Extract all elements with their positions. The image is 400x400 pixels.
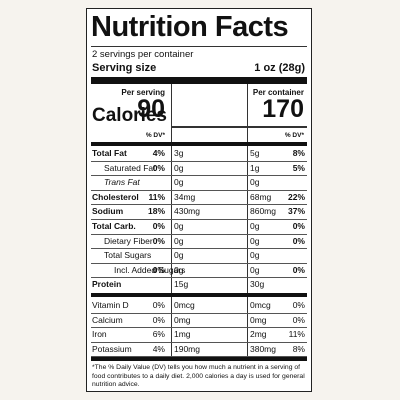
- daily-value: 22%: [287, 191, 305, 202]
- dv-header: % DV*: [145, 132, 165, 139]
- daily-value: 11%: [148, 191, 165, 202]
- daily-value: 0%: [152, 264, 165, 275]
- nutrient-name: Total Carb.: [92, 221, 136, 231]
- daily-value: 0%: [152, 314, 165, 325]
- amount: 0mg: [174, 314, 191, 325]
- nutrient-name: Iron: [92, 329, 107, 340]
- nutrition-label: Nutrition Facts 2 servings per container…: [86, 8, 312, 392]
- amount: 0g: [250, 250, 260, 261]
- daily-value: 8%: [292, 343, 305, 354]
- daily-value: 0%: [152, 162, 165, 173]
- amount: 68mg: [250, 191, 272, 202]
- amount: 5g: [250, 148, 260, 158]
- daily-value: 11%: [288, 329, 305, 340]
- nutrient-row: Vitamin D 0mcg 0% 0mcg 0%: [91, 298, 307, 314]
- amount: 0g: [174, 264, 184, 275]
- daily-value: 0%: [152, 221, 165, 231]
- amount: 0g: [250, 235, 260, 246]
- amount: 0g: [250, 264, 260, 275]
- nutrient-name: Incl. Added Sugars: [114, 264, 186, 275]
- daily-value: 18%: [147, 206, 165, 217]
- servings: 2 servings per container: [92, 49, 194, 60]
- nutrient-name: Total Fat: [92, 148, 127, 158]
- amount: 0g: [174, 235, 184, 246]
- amount: 0g: [250, 221, 260, 231]
- amount: 2mg: [250, 329, 267, 340]
- daily-value: 6%: [152, 329, 165, 340]
- daily-value: 37%: [287, 206, 305, 217]
- amount: 0mg: [250, 314, 267, 325]
- serving-size-value: 1 oz (28g): [254, 62, 305, 74]
- amount: 0g: [174, 162, 184, 173]
- calories-label: Calories: [92, 105, 167, 126]
- calories-value: 170: [262, 95, 304, 123]
- calories-value: 90: [137, 95, 165, 123]
- daily-value: 0%: [292, 235, 305, 246]
- nutrient-name: Calcium: [92, 314, 123, 325]
- daily-value: 0%: [292, 264, 305, 275]
- nutrient-row: Saturated Fat 0g 0% 1g 5%: [91, 161, 307, 177]
- amount: 0mcg: [250, 300, 271, 310]
- amount: 1g: [250, 162, 260, 173]
- nutrient-row: Sodium 430mg 18% 860mg 37%: [91, 204, 307, 220]
- daily-value: 0%: [292, 221, 305, 231]
- nutrient-name: Potassium: [92, 343, 132, 354]
- daily-value: 0%: [152, 300, 165, 310]
- nutrient-row: Incl. Added Sugars 0g 0% 0g 0%: [91, 263, 307, 279]
- amount: 0mcg: [174, 300, 195, 310]
- column-header: Per serving: [121, 88, 165, 97]
- nutrient-name: Dietary Fiber: [104, 235, 153, 246]
- amount: 15g: [174, 279, 189, 290]
- nutrient-row: Potassium 190mg 4% 380mg 8%: [91, 342, 307, 358]
- serving-size-label: Serving size: [92, 62, 157, 74]
- nutrient-row: Protein 15g 30g: [91, 277, 307, 292]
- nutrient-row: Total Fat 3g 4% 5g 8%: [91, 146, 307, 162]
- amount: 0g: [174, 221, 184, 231]
- nutrient-name: Total Sugars: [104, 250, 152, 261]
- daily-value: 5%: [292, 162, 305, 173]
- nutrient-row: Trans Fat 0g 0g: [91, 175, 307, 191]
- amount: 30g: [250, 279, 265, 290]
- nutrient-name: Trans Fat: [104, 177, 140, 188]
- nutrient-row: Total Sugars 0g 0g: [91, 248, 307, 264]
- title: Nutrition Facts: [91, 11, 289, 43]
- daily-value: 0%: [292, 314, 305, 325]
- nutrient-row: Total Carb. 0g 0% 0g 0%: [91, 219, 307, 235]
- nutrient-row: Dietary Fiber 0g 0% 0g 0%: [91, 234, 307, 250]
- daily-value: 4%: [152, 148, 165, 158]
- amount: 0g: [174, 177, 184, 188]
- dv-header: % DV*: [284, 132, 304, 139]
- column-header: Per container: [252, 88, 304, 97]
- amount: 0g: [250, 177, 260, 188]
- nutrient-row: Calcium 0mg 0% 0mg 0%: [91, 313, 307, 329]
- nutrient-name: Protein: [92, 279, 122, 290]
- nutrient-row: Iron 1mg 6% 2mg 11%: [91, 327, 307, 343]
- nutrient-name: Sodium: [92, 206, 124, 217]
- daily-value: 0%: [152, 235, 165, 246]
- daily-value: 0%: [292, 300, 305, 310]
- amount: 860mg: [250, 206, 276, 217]
- daily-value: 4%: [152, 343, 165, 354]
- amount: 430mg: [174, 206, 200, 217]
- nutrient-name: Vitamin D: [92, 300, 129, 310]
- amount: 190mg: [174, 343, 200, 354]
- amount: 34mg: [174, 191, 196, 202]
- footnote: *The % Daily Value (DV) tells you how mu…: [92, 364, 305, 388]
- amount: 380mg: [250, 343, 276, 354]
- amount: 1mg: [174, 329, 191, 340]
- daily-value: 8%: [292, 148, 305, 158]
- nutrient-name: Saturated Fat: [104, 162, 156, 173]
- nutrient-name: Cholesterol: [92, 191, 139, 202]
- nutrient-row: Cholesterol 34mg 11% 68mg 22%: [91, 190, 307, 206]
- amount: 0g: [174, 250, 184, 261]
- amount: 3g: [174, 148, 184, 158]
